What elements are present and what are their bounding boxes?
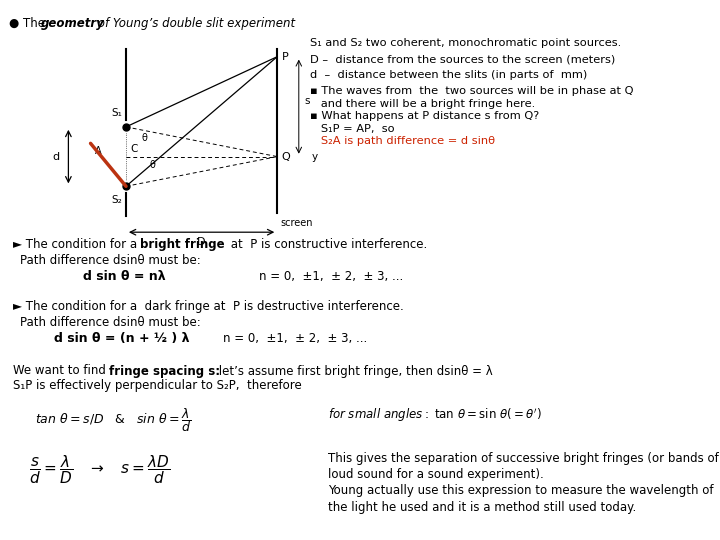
Text: $\dfrac{s}{d} = \dfrac{\lambda}{D}$   $\rightarrow$   $s = \dfrac{\lambda D}{d}$: $\dfrac{s}{d} = \dfrac{\lambda}{D}$ $\ri… (29, 454, 170, 487)
Text: θ: θ (149, 160, 155, 170)
Text: of Young’s double slit experiment: of Young’s double slit experiment (94, 17, 294, 30)
Text: loud sound for a sound experiment).: loud sound for a sound experiment). (328, 468, 544, 481)
Text: d  –  distance between the slits (in parts of  mm): d – distance between the slits (in parts… (310, 70, 587, 80)
Text: geometry: geometry (41, 17, 105, 30)
Text: A: A (95, 146, 102, 156)
Text: ● The: ● The (9, 17, 48, 30)
Text: S₂: S₂ (112, 195, 122, 205)
Text: This gives the separation of successive bright fringes (or bands of: This gives the separation of successive … (328, 452, 719, 465)
Text: Path difference dsinθ must be:: Path difference dsinθ must be: (20, 254, 201, 267)
Text: ► The condition for a  dark fringe at  P is destructive interference.: ► The condition for a dark fringe at P i… (13, 300, 404, 313)
Text: screen: screen (280, 218, 312, 228)
Text: n = 0,  ±1,  ± 2,  ± 3, ...: n = 0, ±1, ± 2, ± 3, ... (223, 332, 367, 345)
Text: s: s (305, 96, 310, 106)
Text: We want to find: We want to find (13, 364, 109, 377)
Text: θ: θ (142, 133, 148, 143)
Text: S₁: S₁ (112, 108, 122, 118)
Text: d sin θ = (n + ½ ) λ: d sin θ = (n + ½ ) λ (54, 332, 189, 345)
Text: the light he used and it is a method still used today.: the light he used and it is a method sti… (328, 501, 636, 514)
Text: n = 0,  ±1,  ± 2,  ± 3, ...: n = 0, ±1, ± 2, ± 3, ... (259, 270, 403, 283)
Text: fringe spacing s:: fringe spacing s: (109, 364, 220, 377)
Text: d: d (53, 152, 60, 161)
Text: S₁ and S₂ two coherent, monochromatic point sources.: S₁ and S₂ two coherent, monochromatic po… (310, 38, 621, 48)
Text: D: D (197, 237, 206, 247)
Text: bright fringe: bright fringe (140, 238, 225, 251)
Text: S₁P = AP,  so: S₁P = AP, so (310, 124, 395, 134)
Text: ▪ What happens at P distance s from Q?: ▪ What happens at P distance s from Q? (310, 111, 539, 122)
Text: y: y (312, 152, 318, 161)
Text: ▪ The waves from  the  two sources will be in phase at Q: ▪ The waves from the two sources will be… (310, 86, 633, 97)
Text: S₂A is path difference = d sinθ: S₂A is path difference = d sinθ (310, 136, 495, 146)
Text: Path difference dsinθ must be:: Path difference dsinθ must be: (20, 316, 201, 329)
Text: D –  distance from the sources to the screen (meters): D – distance from the sources to the scr… (310, 54, 615, 64)
Text: S₁P is effectively perpendicular to S₂P,  therefore: S₁P is effectively perpendicular to S₂P,… (13, 379, 302, 392)
Text: at  P is constructive interference.: at P is constructive interference. (227, 238, 427, 251)
Text: Young actually use this expression to measure the wavelength of: Young actually use this expression to me… (328, 484, 713, 497)
Text: let’s assume first bright fringe, then dsinθ = λ: let’s assume first bright fringe, then d… (215, 364, 492, 377)
Text: and there will be a bright fringe here.: and there will be a bright fringe here. (310, 99, 535, 109)
Text: ► The condition for a: ► The condition for a (13, 238, 145, 251)
Text: d sin θ = nλ: d sin θ = nλ (83, 270, 166, 283)
Text: P: P (282, 52, 288, 62)
Text: $\it{for\ small\ angles:}\ \mathrm{tan}\ \theta = \mathrm{sin}\ \theta(= \theta': $\it{for\ small\ angles:}\ \mathrm{tan}\… (328, 406, 541, 423)
Text: C: C (130, 144, 138, 154)
Text: Q: Q (282, 152, 290, 161)
Text: $\it{tan}\ \theta = s/D$   &   $\it{sin}\ \theta = \dfrac{\lambda}{d}$: $\it{tan}\ \theta = s/D$ & $\it{sin}\ \t… (35, 406, 191, 434)
